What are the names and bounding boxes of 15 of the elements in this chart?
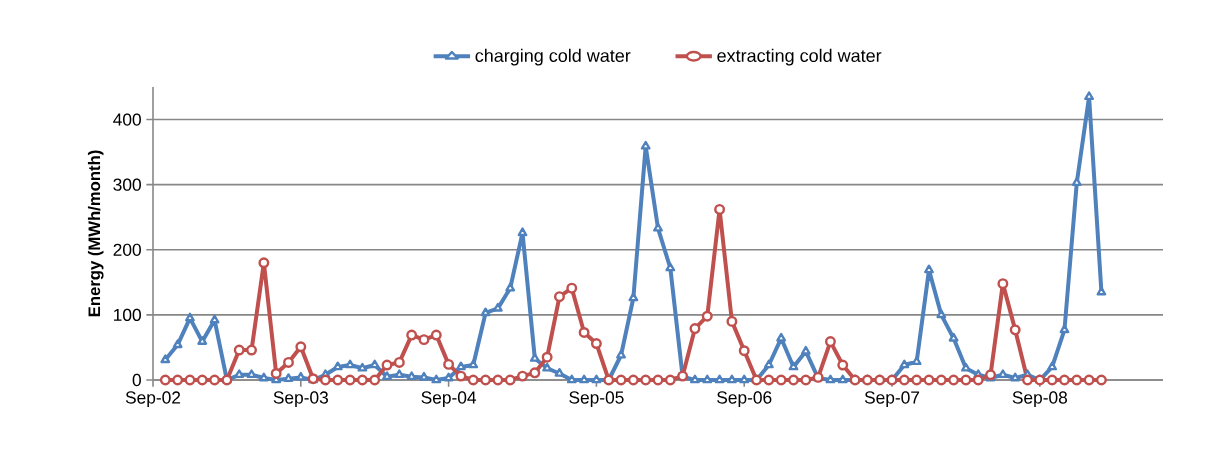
x-tick-label: Sep-08	[1012, 391, 1068, 408]
y-tick-label: 100	[114, 308, 141, 322]
legend-label: charging cold water	[475, 48, 631, 66]
x-tick-label: Sep-02	[125, 391, 181, 408]
legend-label: extracting cold water	[717, 48, 882, 66]
y-tick-label: 300	[113, 178, 141, 191]
y-tick-label: 400	[113, 113, 141, 126]
y-tick-label: 0	[132, 373, 141, 387]
x-tick-label: Sep-04	[421, 391, 477, 408]
y-tick-label: 200	[113, 243, 141, 256]
x-tick-label: Sep-05	[569, 391, 624, 408]
x-tick-label: Sep-03	[273, 391, 328, 408]
y-axis-title: Energy (MWh/month)	[87, 150, 104, 317]
x-tick-label: Sep-06	[717, 391, 772, 408]
x-tick-label: Sep-07	[864, 391, 920, 408]
